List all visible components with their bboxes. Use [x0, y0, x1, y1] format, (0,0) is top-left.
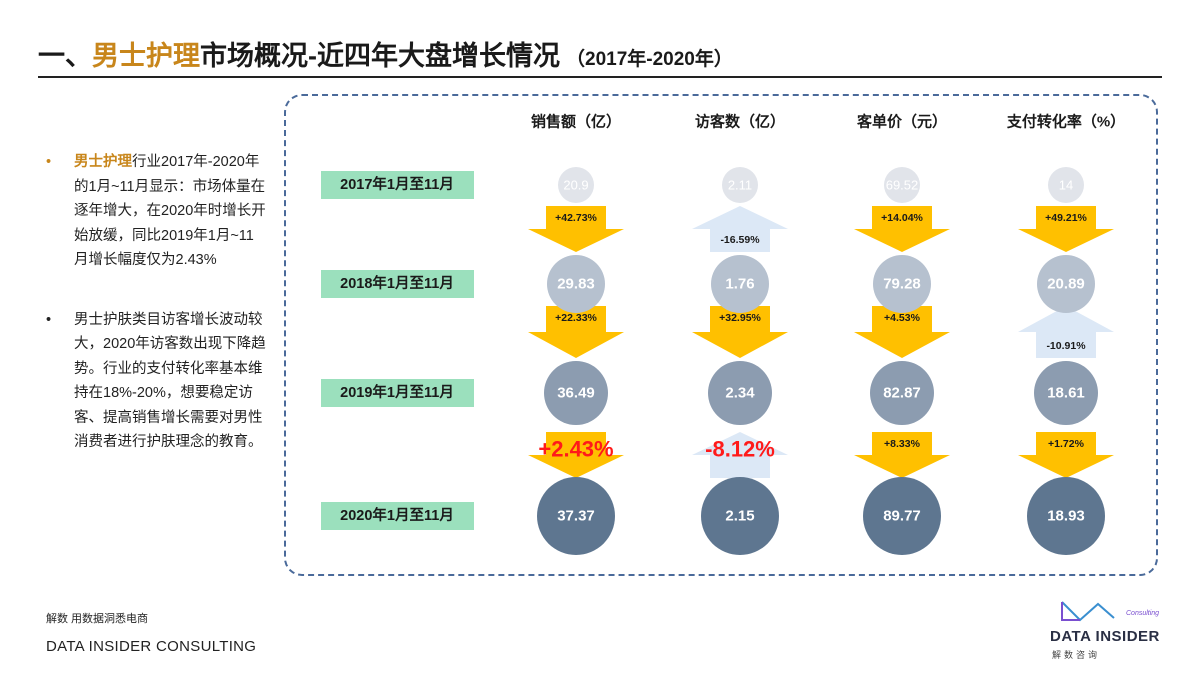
row-label: 2020年1月至11月 [340, 506, 454, 524]
value-label: 20.9 [563, 178, 588, 193]
value-circle [711, 255, 769, 313]
bullet-text: 男士护肤类目访客增长波动较大，2020年访客数出现下降趋势。行业的支付转化率基本… [74, 311, 266, 451]
value-label: 36.49 [557, 385, 595, 402]
row-label: 2017年1月至11月 [340, 175, 454, 193]
change-label: +49.21% [1045, 212, 1087, 224]
change-label: +42.73% [555, 212, 597, 224]
column-header: 销售额（亿） [531, 113, 621, 131]
value-circle [1037, 255, 1095, 313]
row-label-box [321, 171, 474, 199]
bullet-marker: • [46, 154, 52, 170]
value-circle [863, 477, 941, 555]
change-label-highlight: -8.12% [705, 437, 775, 462]
change-label: +8.33% [884, 438, 921, 450]
decrease-arrow [692, 432, 788, 478]
increase-arrow [854, 306, 950, 358]
page-title-row: 一、男士护理市场概况-近四年大盘增长情况 （2017年-2020年） [38, 34, 1162, 76]
logo-consulting: Consulting [1126, 610, 1160, 617]
change-label: +22.33% [555, 312, 597, 324]
value-label: 18.61 [1047, 385, 1085, 402]
value-circle [873, 255, 931, 313]
column-header: 支付转化率（%） [1006, 113, 1125, 131]
title-prefix: 一、 [38, 41, 92, 71]
page-title: 一、男士护理市场概况-近四年大盘增长情况 （2017年-2020年） [38, 34, 1162, 73]
value-label: 14 [1059, 178, 1073, 193]
value-circle [544, 361, 608, 425]
column-header: 访客数（亿） [695, 113, 785, 131]
value-label: 2.11 [728, 178, 752, 193]
footer-slogan: 解数 用数据洞悉电商 [46, 613, 149, 625]
decrease-arrow [1018, 306, 1114, 358]
logo-cn: 解数咨询 [1052, 650, 1101, 660]
change-label: -16.59% [720, 234, 760, 246]
value-label: 29.83 [557, 276, 595, 293]
value-circle [722, 167, 758, 203]
company-logo: Consulting DATA INSIDER 解数咨询 [1050, 598, 1170, 664]
value-label: 82.87 [883, 385, 921, 402]
row-label-box [321, 379, 474, 407]
row-label-box [321, 270, 474, 298]
value-label: 1.76 [725, 276, 754, 293]
column-header: 客单价（元） [856, 113, 947, 131]
logo-mark-icon [1061, 601, 1115, 622]
increase-arrow [1018, 432, 1114, 478]
value-label: 20.89 [1047, 276, 1085, 293]
summary-bullet-1: • 男士护理行业2017年-2020年的1月~11月显示：市场体量在逐年增大，在… [46, 150, 266, 273]
change-label: +32.95% [719, 312, 761, 324]
value-circle [1034, 361, 1098, 425]
increase-arrow [854, 432, 950, 478]
increase-arrow [1018, 206, 1114, 252]
change-label: -10.91% [1046, 340, 1086, 352]
row-label-box [321, 502, 474, 530]
change-label: +14.04% [881, 212, 923, 224]
value-circle [701, 477, 779, 555]
value-label: 89.77 [883, 508, 921, 525]
increase-arrow [528, 306, 624, 358]
bullet-marker: • [46, 311, 52, 328]
value-label: 2.15 [725, 508, 754, 525]
value-circle [1027, 477, 1105, 555]
title-divider [38, 76, 1162, 78]
value-circle [547, 255, 605, 313]
value-circle [537, 477, 615, 555]
row-label: 2019年1月至11月 [340, 383, 454, 401]
decrease-arrow [692, 206, 788, 252]
summary-bullet-2: • 男士护肤类目访客增长波动较大，2020年访客数出现下降趋势。行业的支付转化率… [46, 308, 266, 455]
value-circle [870, 361, 934, 425]
value-circle [558, 167, 594, 203]
bullet-highlight: 男士护理 [74, 154, 132, 170]
change-label-highlight: +2.43% [538, 437, 613, 462]
value-label: 79.28 [883, 276, 921, 293]
bullet-text: 行业2017年-2020年的1月~11月显示：市场体量在逐年增大，在2020年时… [74, 154, 266, 268]
value-label: 18.93 [1047, 508, 1085, 525]
value-circle [1048, 167, 1084, 203]
title-accent: 男士护理 [92, 41, 200, 71]
value-label: 2.34 [725, 385, 755, 402]
logo-name: DATA INSIDER [1050, 628, 1160, 645]
increase-arrow [528, 206, 624, 252]
title-range: （2017年-2020年） [566, 49, 733, 70]
value-circle [708, 361, 772, 425]
row-label: 2018年1月至11月 [340, 274, 454, 292]
footer-company: DATA INSIDER CONSULTING [46, 638, 257, 655]
growth-panel [284, 94, 1158, 576]
increase-arrow [692, 306, 788, 358]
value-label: 37.37 [557, 508, 595, 525]
increase-arrow [528, 432, 624, 478]
summary-bullets: • 男士护理行业2017年-2020年的1月~11月显示：市场体量在逐年增大，在… [46, 150, 266, 490]
value-circle [884, 167, 920, 203]
change-label: +4.53% [884, 312, 921, 324]
increase-arrow [854, 206, 950, 252]
title-main: 市场概况-近四年大盘增长情况 [200, 41, 560, 71]
change-label: +1.72% [1048, 438, 1085, 450]
value-label: 69.52 [886, 178, 919, 193]
